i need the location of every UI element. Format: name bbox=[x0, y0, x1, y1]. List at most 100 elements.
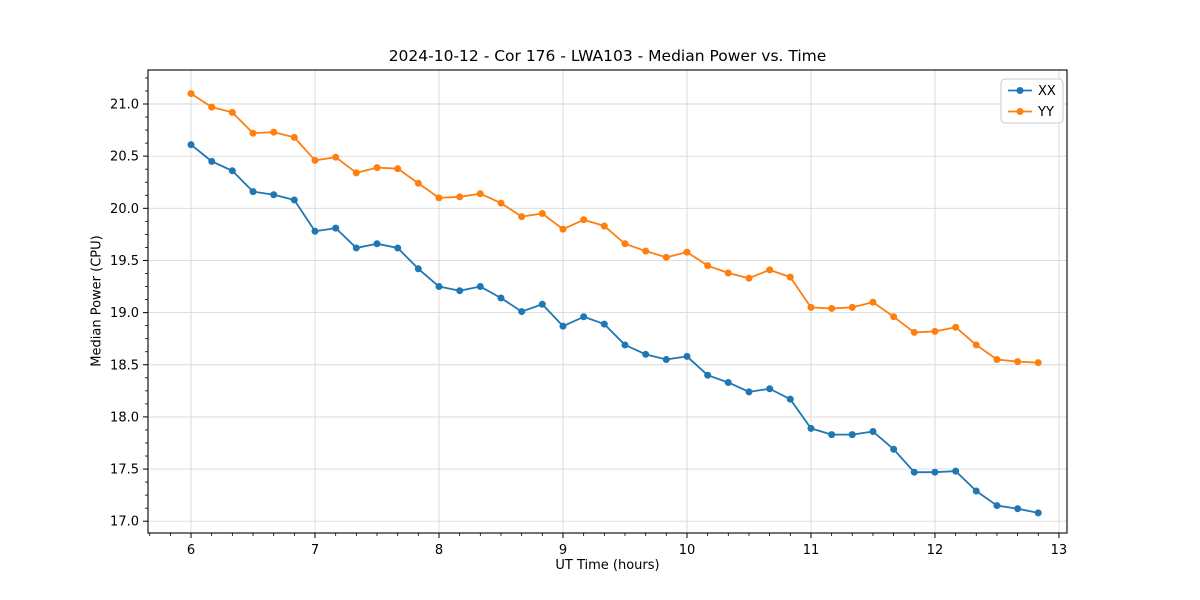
data-point-marker bbox=[270, 191, 278, 199]
data-point-marker bbox=[890, 313, 898, 321]
data-point-marker bbox=[869, 428, 877, 436]
data-point-marker bbox=[187, 90, 195, 98]
x-tick-label: 12 bbox=[927, 543, 944, 558]
data-point-marker bbox=[848, 303, 856, 311]
data-point-marker bbox=[538, 300, 546, 308]
data-point-marker bbox=[373, 240, 381, 248]
data-point-marker bbox=[745, 274, 753, 282]
series-XX-line bbox=[190, 143, 1039, 514]
series-YY bbox=[187, 90, 1042, 367]
data-point-marker bbox=[311, 156, 319, 164]
legend-label: YY bbox=[1037, 105, 1054, 120]
data-point-marker bbox=[642, 247, 650, 255]
legend-sample-marker bbox=[1016, 87, 1024, 94]
data-point-marker bbox=[476, 190, 484, 198]
chart-title: 2024-10-12 - Cor 176 - LWA103 - Median P… bbox=[388, 47, 827, 65]
data-point-marker bbox=[456, 193, 464, 201]
plot-border bbox=[147, 69, 1068, 534]
data-point-marker bbox=[435, 194, 443, 202]
data-point-marker bbox=[786, 395, 794, 403]
data-point-marker bbox=[332, 153, 340, 161]
data-point-marker bbox=[890, 445, 898, 453]
data-point-marker bbox=[600, 320, 608, 328]
data-point-marker bbox=[724, 269, 732, 277]
data-point-marker bbox=[600, 222, 608, 230]
legend-label: XX bbox=[1038, 84, 1056, 99]
x-tick-label: 7 bbox=[311, 543, 319, 558]
data-point-marker bbox=[724, 378, 732, 386]
x-tick-label: 8 bbox=[435, 543, 443, 558]
data-point-marker bbox=[290, 196, 298, 204]
data-point-marker bbox=[952, 323, 960, 331]
data-point-marker bbox=[394, 244, 402, 252]
data-point-marker bbox=[931, 468, 939, 476]
data-point-marker bbox=[972, 341, 980, 349]
data-point-marker bbox=[414, 179, 422, 187]
data-point-marker bbox=[848, 431, 856, 439]
data-point-marker bbox=[869, 298, 877, 306]
data-point-marker bbox=[456, 287, 464, 295]
data-point-marker bbox=[662, 356, 670, 364]
data-point-marker bbox=[621, 341, 629, 349]
data-point-marker bbox=[972, 487, 980, 495]
data-point-marker bbox=[208, 103, 216, 111]
grid bbox=[148, 70, 1067, 533]
data-point-marker bbox=[766, 266, 774, 274]
data-point-marker bbox=[228, 108, 236, 116]
data-point-marker bbox=[807, 303, 815, 311]
data-point-marker bbox=[993, 502, 1001, 510]
series-XX bbox=[187, 141, 1042, 517]
data-point-marker bbox=[662, 253, 670, 261]
data-point-marker bbox=[766, 385, 774, 393]
x-tick-label: 11 bbox=[803, 543, 820, 558]
y-tick-label: 19.0 bbox=[110, 306, 139, 321]
y-tick-label: 18.0 bbox=[110, 410, 139, 425]
axis-ticks: 6 7 8 9 10 11 12 13 17.0 17.5 18.0 18.5 19.0 19.5 20.0… bbox=[110, 77, 1067, 558]
data-point-marker bbox=[807, 424, 815, 432]
data-point-marker bbox=[559, 225, 567, 233]
data-point-marker bbox=[228, 167, 236, 175]
data-point-marker bbox=[538, 210, 546, 218]
data-point-marker bbox=[394, 165, 402, 173]
data-point-marker bbox=[518, 308, 526, 316]
y-tick-label: 20.0 bbox=[110, 202, 139, 217]
legend: XX YY bbox=[1000, 78, 1064, 124]
data-point-marker bbox=[352, 244, 360, 252]
data-point-marker bbox=[249, 188, 257, 196]
data-point-marker bbox=[704, 371, 712, 379]
x-axis-label: UT Time (hours) bbox=[555, 558, 660, 573]
data-point-marker bbox=[745, 388, 753, 396]
data-point-marker bbox=[208, 157, 216, 165]
data-point-marker bbox=[352, 169, 360, 177]
data-point-marker bbox=[476, 283, 484, 291]
data-point-marker bbox=[290, 133, 298, 141]
data-point-marker bbox=[1014, 358, 1022, 366]
x-tick-label: 10 bbox=[679, 543, 696, 558]
data-point-marker bbox=[931, 327, 939, 335]
data-point-marker bbox=[1014, 505, 1022, 513]
data-point-marker bbox=[786, 273, 794, 281]
y-tick-label: 19.5 bbox=[110, 254, 139, 269]
data-point-marker bbox=[332, 224, 340, 232]
data-point-marker bbox=[373, 164, 381, 172]
series-YY-line bbox=[190, 92, 1039, 364]
data-point-marker bbox=[704, 262, 712, 270]
legend-sample-marker bbox=[1016, 108, 1024, 115]
data-point-marker bbox=[249, 129, 257, 137]
data-point-marker bbox=[187, 141, 195, 149]
x-tick-label: 9 bbox=[559, 543, 567, 558]
y-tick-label: 21.0 bbox=[110, 98, 139, 113]
data-point-marker bbox=[580, 216, 588, 224]
data-point-marker bbox=[435, 283, 443, 291]
y-tick-label: 17.5 bbox=[110, 463, 139, 478]
data-point-marker bbox=[518, 213, 526, 221]
data-point-marker bbox=[642, 350, 650, 358]
data-point-marker bbox=[621, 240, 629, 248]
data-point-marker bbox=[414, 265, 422, 273]
data-point-marker bbox=[910, 468, 918, 476]
data-point-marker bbox=[828, 304, 836, 312]
legend-entry-XX: XX bbox=[1008, 84, 1056, 99]
data-point-marker bbox=[993, 356, 1001, 364]
data-point-marker bbox=[270, 128, 278, 136]
